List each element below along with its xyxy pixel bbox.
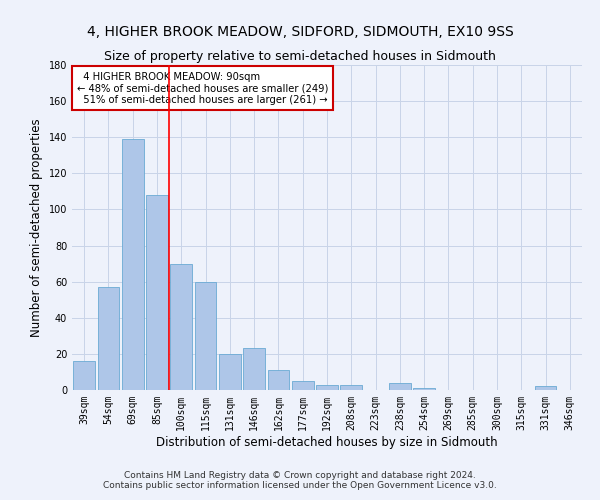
Bar <box>316 384 338 390</box>
Bar <box>146 195 168 390</box>
Bar <box>535 386 556 390</box>
Bar <box>122 139 143 390</box>
X-axis label: Distribution of semi-detached houses by size in Sidmouth: Distribution of semi-detached houses by … <box>156 436 498 448</box>
Bar <box>194 282 217 390</box>
Bar <box>389 383 411 390</box>
Bar <box>73 361 95 390</box>
Bar <box>292 381 314 390</box>
Text: Contains HM Land Registry data © Crown copyright and database right 2024.
Contai: Contains HM Land Registry data © Crown c… <box>103 470 497 490</box>
Text: 4 HIGHER BROOK MEADOW: 90sqm
← 48% of semi-detached houses are smaller (249)
  5: 4 HIGHER BROOK MEADOW: 90sqm ← 48% of se… <box>77 72 328 104</box>
Bar <box>268 370 289 390</box>
Y-axis label: Number of semi-detached properties: Number of semi-detached properties <box>30 118 43 337</box>
Bar <box>219 354 241 390</box>
Bar <box>243 348 265 390</box>
Bar <box>413 388 435 390</box>
Bar <box>170 264 192 390</box>
Bar <box>340 384 362 390</box>
Bar <box>97 287 119 390</box>
Text: Size of property relative to semi-detached houses in Sidmouth: Size of property relative to semi-detach… <box>104 50 496 63</box>
Text: 4, HIGHER BROOK MEADOW, SIDFORD, SIDMOUTH, EX10 9SS: 4, HIGHER BROOK MEADOW, SIDFORD, SIDMOUT… <box>86 25 514 39</box>
